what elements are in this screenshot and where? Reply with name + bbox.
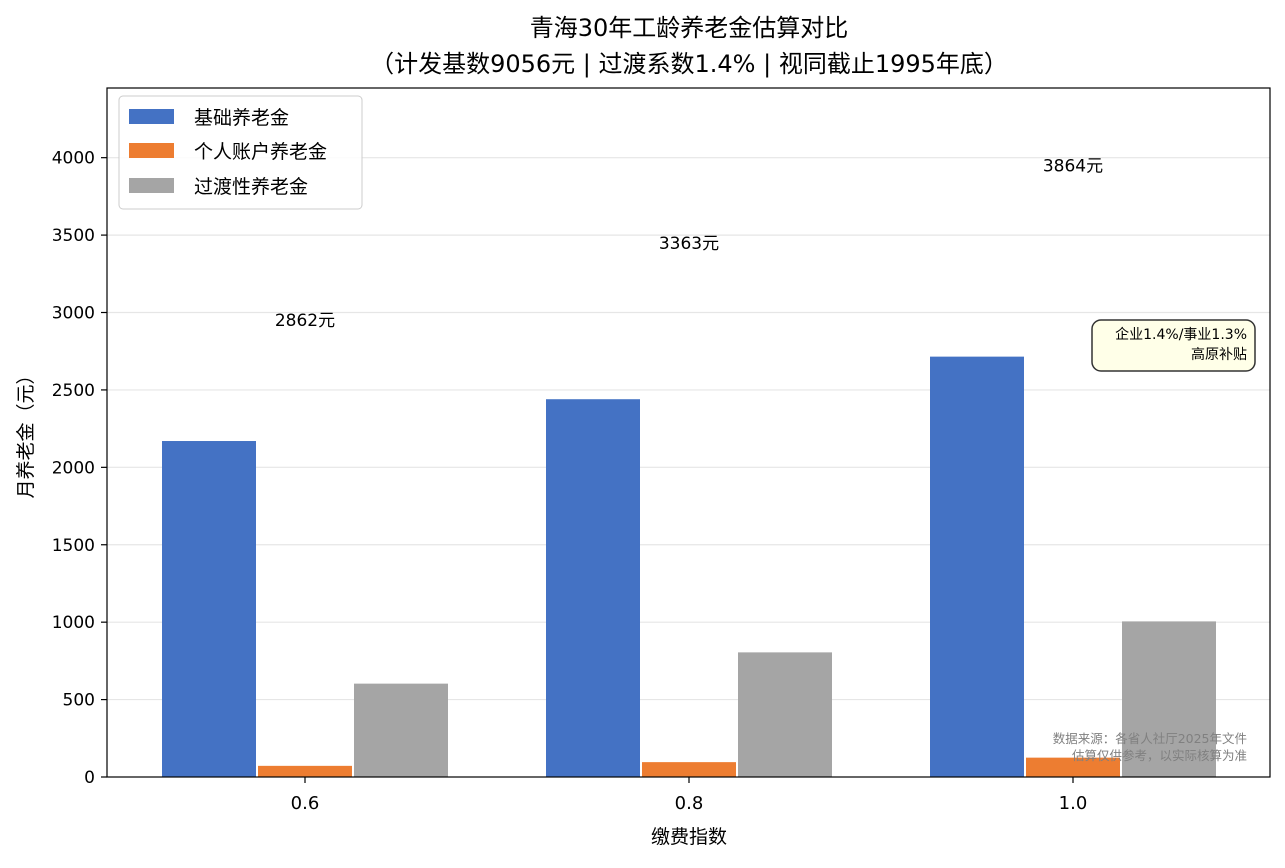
bars [162, 356, 1216, 777]
y-tick-label: 500 [63, 691, 95, 711]
legend-label-transition: 过渡性养老金 [194, 176, 308, 198]
source-note: 数据来源：各省人社厅2025年文件 估算仅供参考，以实际核算为准 [1053, 731, 1247, 763]
y-tick-label: 1500 [52, 536, 95, 556]
annotation-line2: 高原补贴 [1191, 346, 1247, 363]
annotation-frame [1091, 319, 1256, 372]
x-tick-label: 0.6 [291, 793, 320, 814]
bar-2-1.0 [1122, 621, 1216, 777]
bar-0-0.6 [162, 441, 256, 777]
y-tick-label: 3500 [52, 226, 95, 246]
bar-2-0.8 [738, 652, 832, 777]
legend: 基础养老金 个人账户养老金 过渡性养老金 [118, 95, 363, 210]
y-tick-label: 4000 [52, 149, 95, 169]
x-axis-label: 缴费指数 [651, 826, 727, 848]
legend-label-basic: 基础养老金 [194, 107, 289, 129]
chart-title-line2: （计发基数9056元 | 过渡系数1.4% | 视同截止1995年底） [370, 50, 1008, 78]
y-tick-label: 2500 [52, 381, 95, 401]
x-axis-ticks: 0.6 0.8 1.0 [291, 777, 1088, 814]
bar-1-0.8 [642, 762, 736, 777]
total-label: 3363元 [659, 234, 719, 254]
total-label: 3864元 [1043, 156, 1103, 176]
bar-0-1.0 [930, 356, 1024, 777]
legend-swatch-personal [129, 143, 174, 158]
bar-0-0.8 [546, 399, 640, 777]
total-label: 2862元 [275, 311, 335, 331]
annotation-box: 企业1.4%/事业1.3% 高原补贴 [1091, 319, 1256, 372]
legend-swatch-transition [129, 178, 174, 193]
annotation-line1: 企业1.4%/事业1.3% [1115, 326, 1247, 343]
y-tick-label: 3000 [52, 304, 95, 324]
chart-title-line1: 青海30年工龄养老金估算对比 [530, 14, 849, 42]
y-axis-ticks: 0 500 1000 1500 2000 2500 3000 3500 4000 [52, 149, 107, 788]
x-tick-label: 0.8 [675, 793, 704, 814]
y-axis-label: 月养老金（元） [15, 365, 37, 498]
legend-label-personal: 个人账户养老金 [194, 141, 327, 163]
x-tick-label: 1.0 [1059, 793, 1088, 814]
legend-frame [118, 95, 363, 210]
total-labels: 2862元 3363元 3864元 [275, 156, 1103, 331]
bar-2-0.6 [354, 683, 448, 777]
legend-swatch-basic [129, 109, 174, 124]
y-tick-label: 2000 [52, 458, 95, 478]
gridlines [107, 157, 1270, 701]
source-note-line1: 数据来源：各省人社厅2025年文件 [1053, 731, 1247, 746]
y-tick-label: 1000 [52, 613, 95, 633]
bar-1-0.6 [258, 765, 352, 777]
y-tick-label: 0 [84, 768, 95, 788]
source-note-line2: 估算仅供参考，以实际核算为准 [1072, 748, 1247, 763]
bar-1-1.0 [1026, 757, 1120, 777]
